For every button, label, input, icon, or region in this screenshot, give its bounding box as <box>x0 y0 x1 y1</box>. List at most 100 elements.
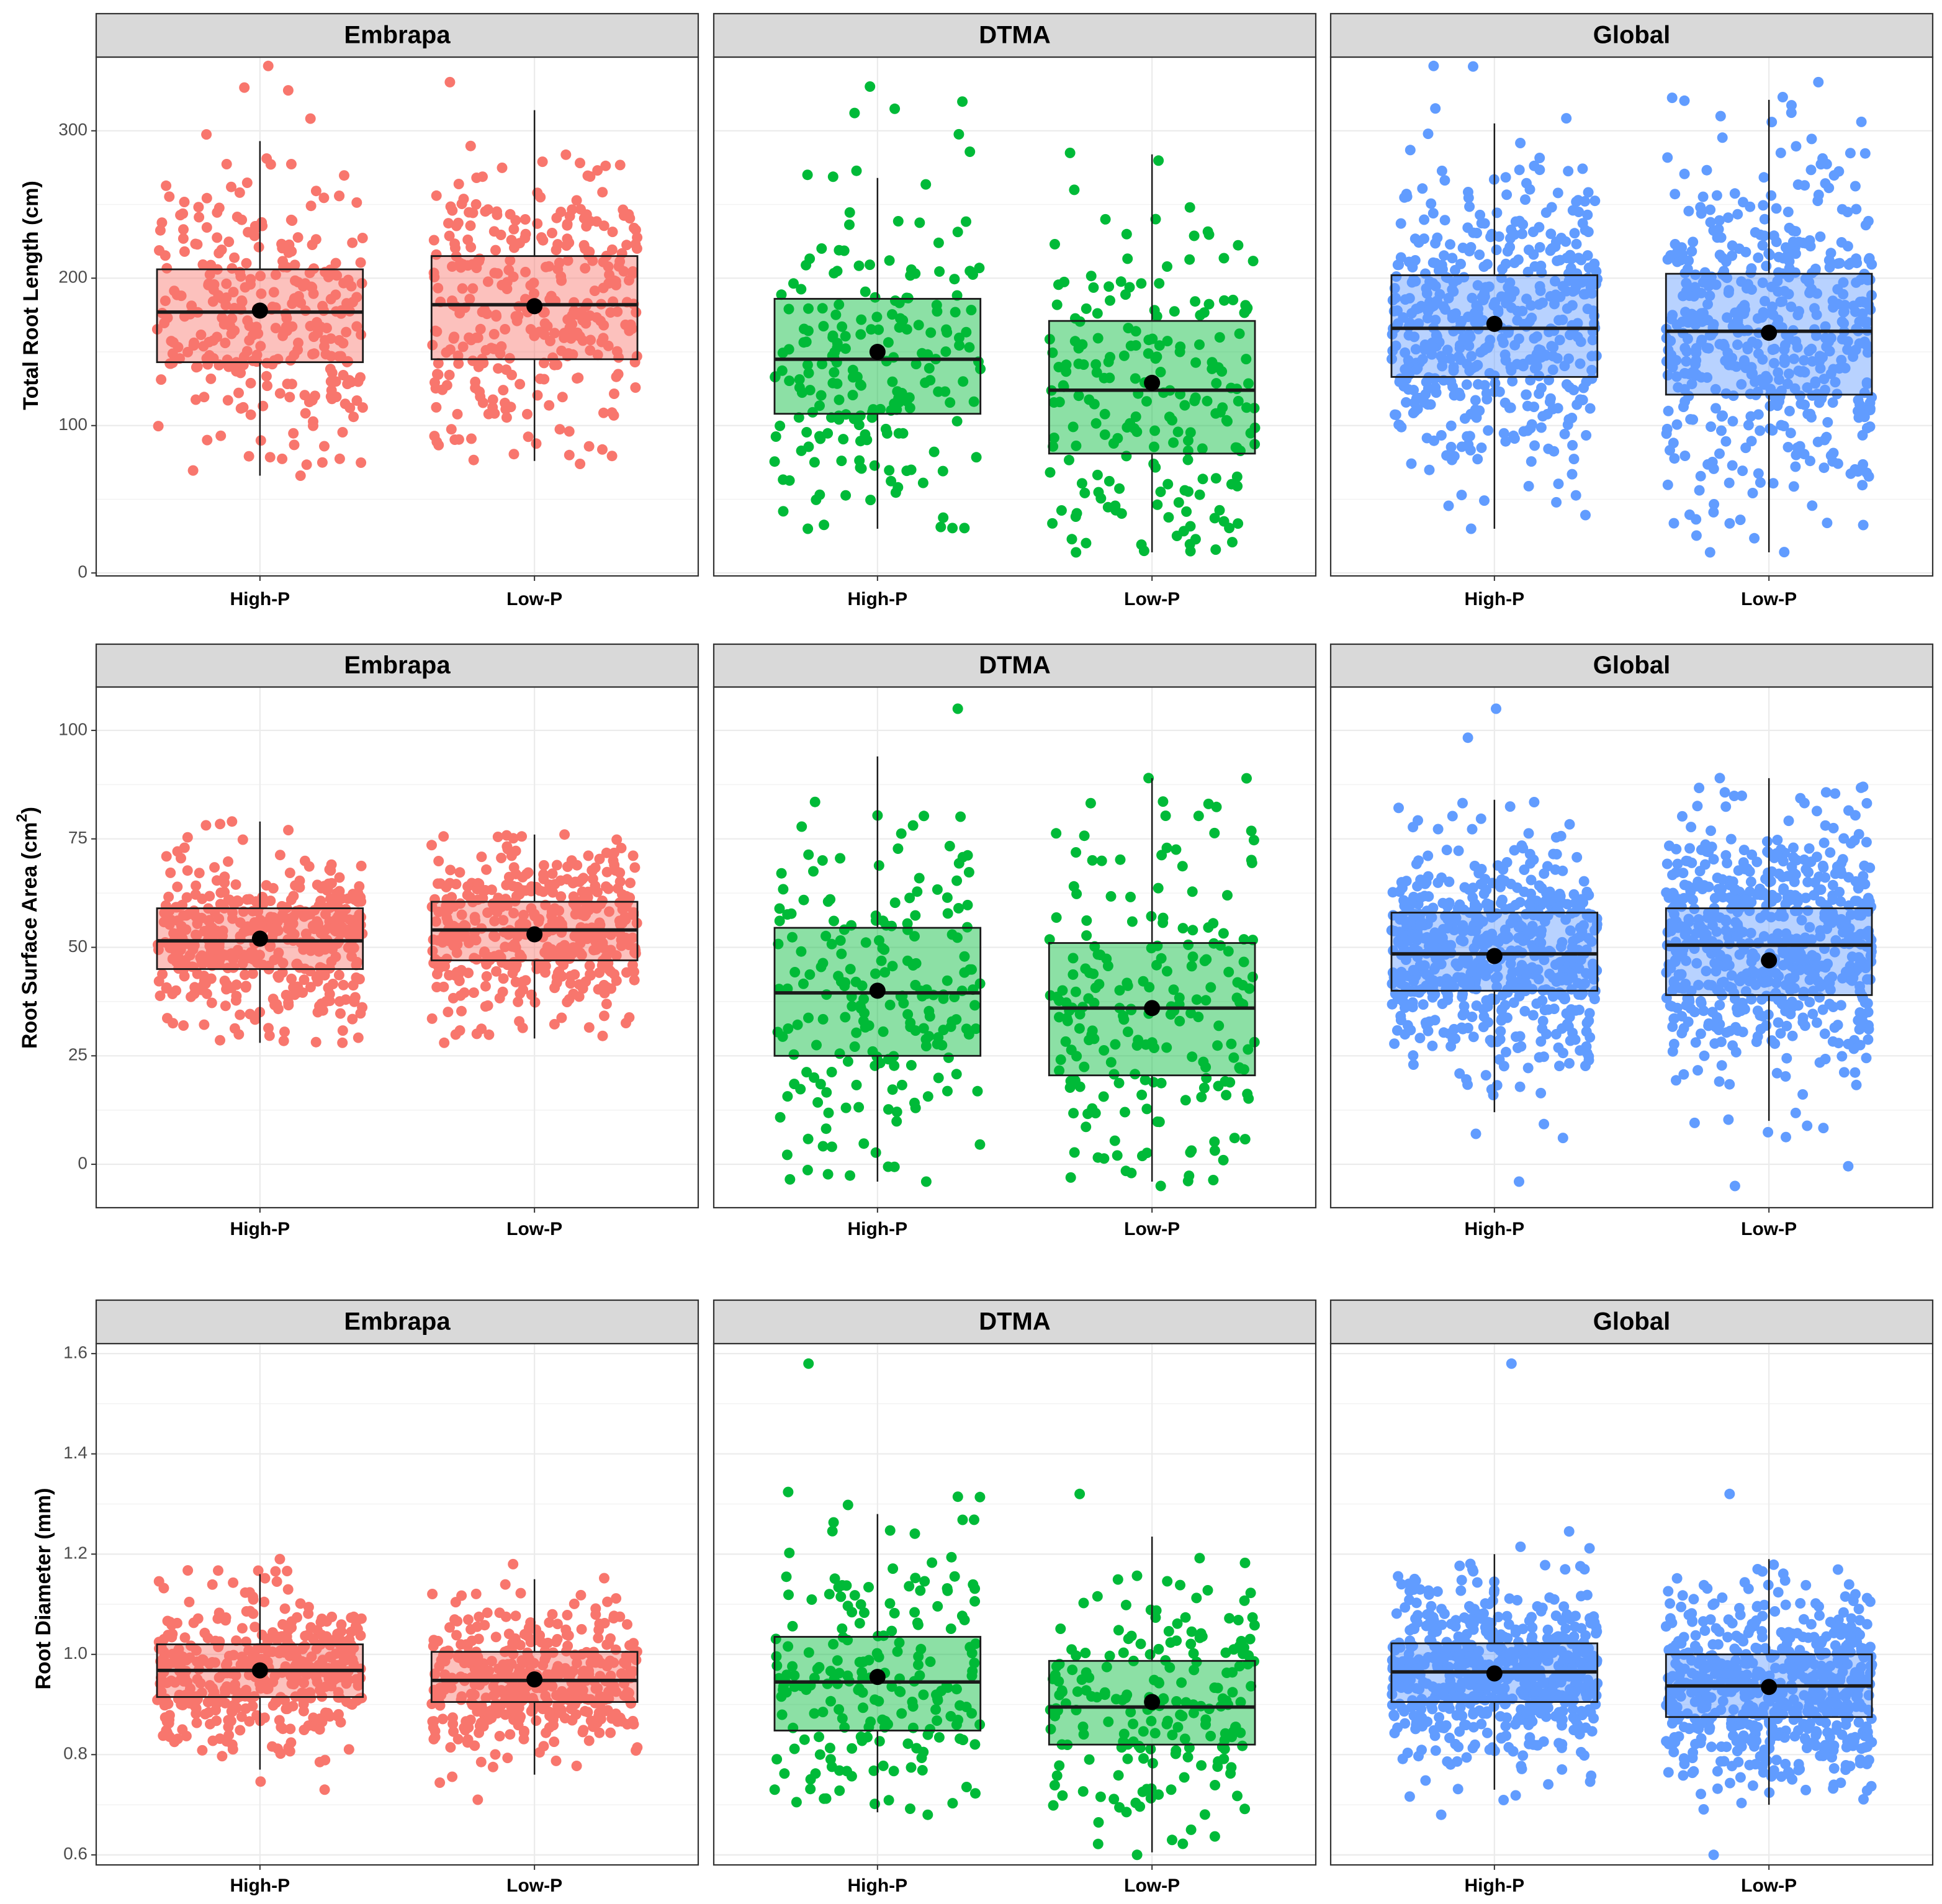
data-point <box>1775 147 1786 158</box>
data-point <box>513 996 524 1007</box>
data-point <box>974 263 985 274</box>
data-point <box>286 973 297 984</box>
data-point <box>1114 483 1125 494</box>
data-point <box>1759 230 1770 241</box>
data-point <box>1703 1018 1714 1029</box>
data-point <box>326 859 337 870</box>
data-point <box>179 197 190 207</box>
data-point <box>279 1603 290 1614</box>
data-point <box>1148 459 1159 469</box>
data-point <box>194 212 205 223</box>
data-point <box>1136 278 1147 289</box>
data-point <box>1578 876 1589 887</box>
strip-label: DTMA <box>979 652 1051 679</box>
data-point <box>1543 1004 1554 1015</box>
data-point <box>475 323 486 335</box>
data-point <box>1818 862 1829 873</box>
data-point <box>235 367 246 379</box>
mean-point <box>526 926 543 943</box>
data-point <box>855 436 866 447</box>
data-point <box>1514 1176 1524 1187</box>
data-point <box>1576 894 1587 905</box>
data-point <box>1413 855 1424 866</box>
data-point <box>1184 202 1195 213</box>
data-point <box>1465 523 1477 534</box>
data-point <box>865 259 875 271</box>
data-point <box>1464 246 1475 257</box>
data-point <box>338 979 349 990</box>
data-point <box>1573 253 1584 264</box>
data-point <box>1209 513 1220 524</box>
data-point <box>624 275 634 286</box>
data-point <box>1805 164 1817 176</box>
data-point <box>468 454 479 465</box>
data-point <box>1218 1154 1229 1165</box>
data-point <box>156 217 168 228</box>
data-point <box>1797 237 1809 248</box>
data-point <box>1071 888 1082 899</box>
mean-point <box>251 930 268 947</box>
data-point <box>1065 1172 1076 1183</box>
data-point <box>957 851 968 863</box>
data-point <box>428 235 439 246</box>
data-point <box>453 434 464 445</box>
data-point <box>1799 854 1810 865</box>
data-point <box>1771 203 1782 214</box>
data-point <box>247 968 258 979</box>
data-point <box>220 338 231 349</box>
data-point <box>1478 888 1490 899</box>
data-point <box>598 407 609 418</box>
data-point <box>1136 1089 1148 1100</box>
data-point <box>1711 190 1722 201</box>
data-point <box>1098 1091 1109 1102</box>
data-point <box>487 394 498 405</box>
data-point <box>1407 262 1418 273</box>
data-point <box>299 855 310 866</box>
data-point <box>629 862 641 873</box>
data-point <box>500 397 510 408</box>
data-point <box>295 470 306 481</box>
data-point <box>255 341 266 352</box>
data-point <box>215 1035 225 1046</box>
data-point <box>1813 76 1824 88</box>
data-point <box>952 703 963 714</box>
data-point <box>1092 469 1103 480</box>
data-point <box>1669 1013 1680 1024</box>
data-point <box>1528 249 1539 260</box>
data-point <box>522 408 533 420</box>
data-point <box>580 263 591 274</box>
data-point <box>1553 478 1564 490</box>
data-point <box>817 855 828 866</box>
data-point <box>1534 880 1545 891</box>
data-point <box>1447 1034 1459 1045</box>
strip-label: Embrapa <box>344 652 451 679</box>
data-point <box>508 449 519 460</box>
data-point <box>1738 197 1748 208</box>
data-point <box>1246 825 1257 837</box>
data-point <box>333 969 344 981</box>
data-point <box>1686 246 1697 257</box>
data-point <box>488 226 500 237</box>
data-point <box>1045 467 1056 478</box>
data-point <box>222 395 233 406</box>
data-point <box>1408 385 1419 395</box>
data-point <box>893 428 904 439</box>
data-point <box>255 435 266 446</box>
data-point <box>1694 783 1705 794</box>
data-point <box>802 1164 813 1175</box>
data-point <box>532 218 543 229</box>
data-point <box>179 246 190 257</box>
data-point <box>178 1020 189 1031</box>
data-point <box>223 361 234 372</box>
data-point <box>1787 1030 1798 1041</box>
data-point <box>1843 1038 1854 1049</box>
data-point <box>1818 837 1830 848</box>
data-point <box>1222 890 1233 901</box>
data-point <box>1740 442 1751 454</box>
data-point <box>1050 239 1060 249</box>
data-point <box>207 296 218 307</box>
data-point <box>796 445 807 456</box>
data-point <box>1708 854 1719 865</box>
